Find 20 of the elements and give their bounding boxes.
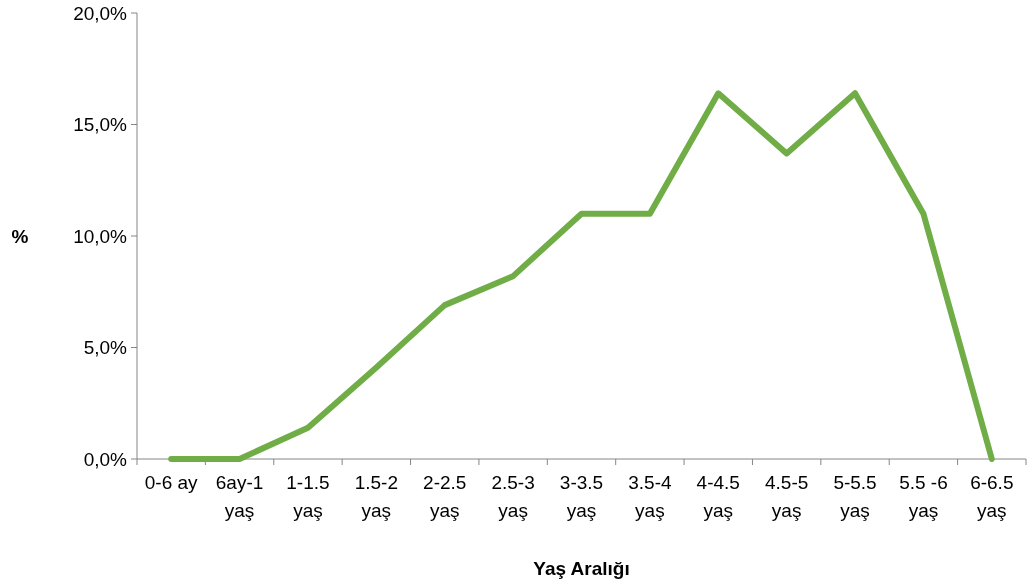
x-tick-label: 2-2.5 yaş: [423, 472, 467, 521]
x-tick-label: 4-4.5 yaş: [696, 472, 740, 521]
y-tick-label: 15,0%: [73, 114, 128, 136]
x-tick-label: 1-1.5 yaş: [286, 472, 330, 521]
x-tick-label: 2.5-3 yaş: [491, 472, 535, 521]
x-tick-label: 0-6 ay: [144, 472, 199, 493]
x-tick-label: 6ay-1 yaş: [215, 472, 264, 521]
y-tick-label: 10,0%: [73, 225, 128, 247]
x-tick-label: 1.5-2 yaş: [354, 472, 398, 521]
x-tick-label: 5.5 -6 yaş: [899, 472, 948, 521]
y-tick-label: 20,0%: [73, 2, 128, 24]
x-tick-label: 4.5-5 yaş: [765, 472, 809, 521]
y-tick-label: 5,0%: [83, 337, 128, 359]
x-tick-label: 5-5.5 yaş: [833, 472, 877, 521]
x-axis-title: Yaş Aralığı: [533, 558, 630, 579]
x-tick-label: 6-6.5 yaş: [970, 472, 1014, 521]
x-tick-label: 3.5-4 yaş: [628, 472, 672, 521]
x-tick-label: 3-3.5 yaş: [559, 472, 604, 521]
y-axis-title: %: [11, 225, 29, 247]
y-tick-label: 0,0%: [83, 448, 128, 470]
